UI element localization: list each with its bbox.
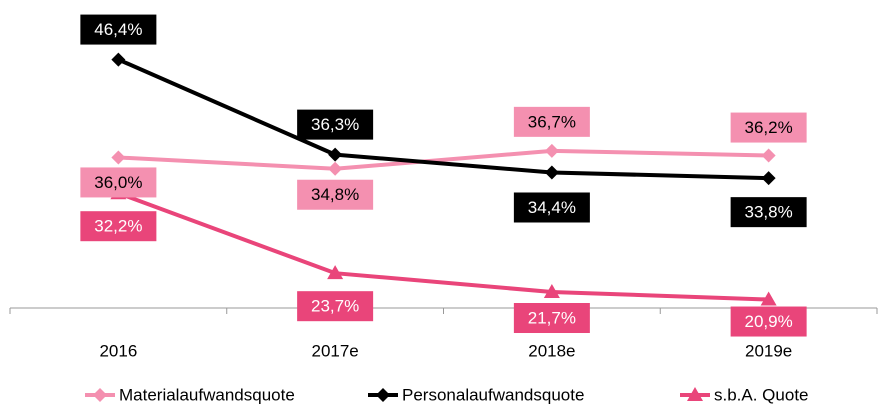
label-box xyxy=(513,192,590,223)
legend-marker xyxy=(93,388,107,402)
data-label: 36,3% xyxy=(311,115,359,134)
line xyxy=(118,148,769,171)
data-label: 34,8% xyxy=(311,185,359,204)
point xyxy=(544,143,559,158)
point xyxy=(111,150,126,165)
label-box xyxy=(730,112,807,143)
legend-marker xyxy=(687,387,703,401)
point xyxy=(761,148,776,163)
data-label: 34,4% xyxy=(528,198,576,217)
label-box xyxy=(297,291,374,322)
point xyxy=(328,161,343,176)
point xyxy=(327,265,344,280)
line xyxy=(117,191,769,302)
data-label: 20,9% xyxy=(745,312,793,331)
legend-label: Personalaufwandsquote xyxy=(402,385,584,404)
point xyxy=(543,284,560,299)
data-label: 46,4% xyxy=(94,20,142,39)
x-tick-label: 2017e xyxy=(311,341,358,360)
label-box xyxy=(513,106,590,137)
data-label: 36,0% xyxy=(94,173,142,192)
point xyxy=(761,171,776,186)
label-box xyxy=(80,14,157,45)
point xyxy=(328,147,343,162)
data-label: 23,7% xyxy=(311,297,359,316)
label-box xyxy=(730,306,807,337)
data-label: 33,8% xyxy=(745,203,793,222)
legend-label: Materialaufwandsquote xyxy=(119,385,295,404)
x-tick-label: 2016 xyxy=(99,341,137,360)
line xyxy=(117,57,769,181)
data-label: 36,7% xyxy=(528,112,576,131)
legend-label: s.b.A. Quote xyxy=(714,385,809,404)
label-box xyxy=(80,211,157,242)
label-box xyxy=(297,179,374,210)
legend-marker xyxy=(376,388,390,402)
label-box xyxy=(513,303,590,334)
point xyxy=(111,52,126,67)
label-box xyxy=(297,109,374,140)
x-tick-label: 2019e xyxy=(745,341,792,360)
data-label: 32,2% xyxy=(94,217,142,236)
data-label: 36,2% xyxy=(745,118,793,137)
point xyxy=(760,291,777,306)
data-label: 21,7% xyxy=(528,308,576,327)
label-box xyxy=(80,167,157,198)
label-box xyxy=(730,197,807,228)
point xyxy=(544,165,559,180)
x-tick-label: 2018e xyxy=(528,341,575,360)
